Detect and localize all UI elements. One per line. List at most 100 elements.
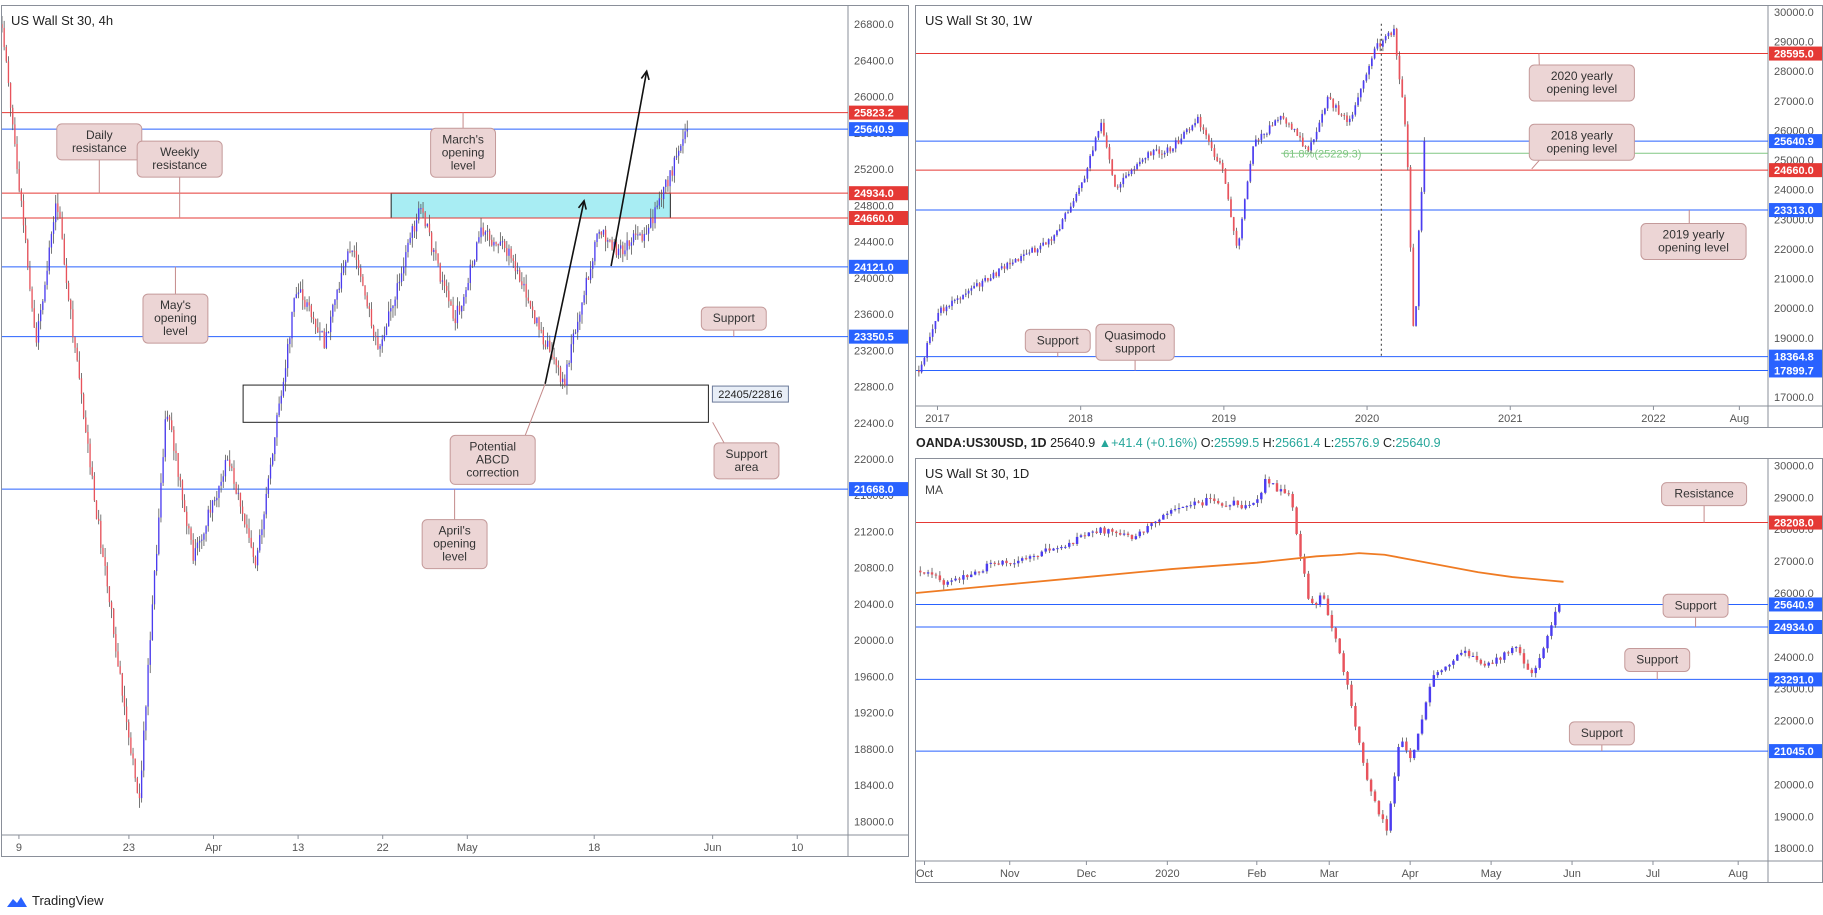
candle [583,295,585,303]
candle [1224,505,1228,507]
candle [958,578,961,580]
w1-chart-panel[interactable]: 17000.018000.019000.020000.021000.022000… [915,5,1823,428]
w1-chart-svg[interactable]: 17000.018000.019000.020000.021000.022000… [916,6,1822,427]
candle [473,260,476,265]
d1-chart-panel[interactable]: 18000.019000.020000.021000.022000.023000… [915,458,1823,883]
candle [1141,159,1144,162]
candle [177,453,179,477]
d1-chart-svg[interactable]: 18000.019000.020000.021000.022000.023000… [916,459,1822,882]
candle [602,229,605,235]
candle [529,300,532,307]
h4-chart-svg[interactable]: 18000.0 18400.0 18800.0 19200.0 19600.0 20000… [2,6,908,856]
candle [308,302,310,306]
candle [538,317,540,330]
candle [1031,247,1033,253]
candle [1119,184,1122,188]
h4-level-price-tag [849,211,908,226]
candle [1377,801,1381,815]
candle [1005,560,1008,564]
candle [1409,167,1412,248]
candle [1105,135,1108,148]
candle [1150,152,1152,156]
candle [400,273,403,282]
candle [1213,498,1216,501]
w1-level-price-label: 28595.0 [1774,49,1814,61]
candle [1173,509,1177,511]
candle [1318,595,1322,605]
candle [1138,161,1141,165]
candle [194,548,196,561]
w1-callout-text: support [1115,341,1156,355]
candle [267,478,270,494]
candle [196,542,199,549]
d1-level-price-tag [1769,515,1822,530]
candle [390,308,392,312]
h4-zone-tag-box [711,385,789,403]
candle [323,331,325,348]
candle [946,581,949,585]
w1-x-tick-label: 2020 [1355,413,1379,425]
candle [1103,527,1106,534]
h4-x-tick-label: 10 [791,842,803,854]
candle [630,242,633,246]
candle [1365,74,1368,81]
candle [52,222,55,234]
candle [641,233,643,241]
info-open-label: O: [1200,436,1214,450]
candle [1311,598,1314,604]
candle [950,580,953,582]
candle [439,263,441,282]
candle [970,574,973,578]
candle [1384,36,1387,41]
candle [407,242,409,253]
candle [1013,563,1016,565]
candle [1296,128,1299,136]
candle [229,459,231,467]
candle [940,307,942,313]
h4-y-tick-label: 26800.0 [854,19,894,31]
candle [1194,123,1196,126]
candle [1089,155,1091,169]
candle [1310,142,1312,151]
candle [1409,750,1412,759]
info-change-up-icon: ▲ [1098,436,1112,450]
h4-x-tick-label: May [457,842,478,854]
candle [598,231,600,234]
candle [1166,513,1169,515]
w1-level-price-tag [1769,349,1822,364]
candle [63,238,65,265]
candle [486,230,489,232]
candle [452,305,454,319]
w1-level-price-label: 18364.8 [1774,352,1814,364]
candle [1209,497,1212,499]
candle [1387,32,1390,37]
d1-x-tick-label: Aug [1728,868,1748,880]
info-low: 25576.9 [1334,436,1380,450]
candle [1277,119,1279,121]
info-high: 25661.4 [1275,436,1321,450]
candle [981,571,985,573]
candle [456,305,459,324]
h4-chart-panel[interactable]: 18000.0 18400.0 18800.0 19200.0 19600.0 20000… [1,5,909,857]
d1-x-tick-label: Jun [1563,868,1581,880]
candle [295,294,297,299]
candle [1350,684,1353,706]
candle [35,327,38,343]
candle [1236,500,1240,505]
candle [48,247,50,271]
h4-callout-text: Potential [469,439,516,453]
candle [1127,173,1130,176]
candle [1086,168,1089,179]
candle [920,364,923,373]
candle [1401,741,1404,747]
candle [680,145,682,151]
candle [654,207,656,224]
w1-callout-text: 2018 yearly [1551,128,1613,142]
candle [998,268,1000,277]
tradingview-brand[interactable]: TradingView [6,893,104,908]
d1-y-tick-label: 30000.0 [1774,460,1814,472]
candle [338,288,340,290]
candle [57,203,59,212]
candle [1039,245,1042,250]
